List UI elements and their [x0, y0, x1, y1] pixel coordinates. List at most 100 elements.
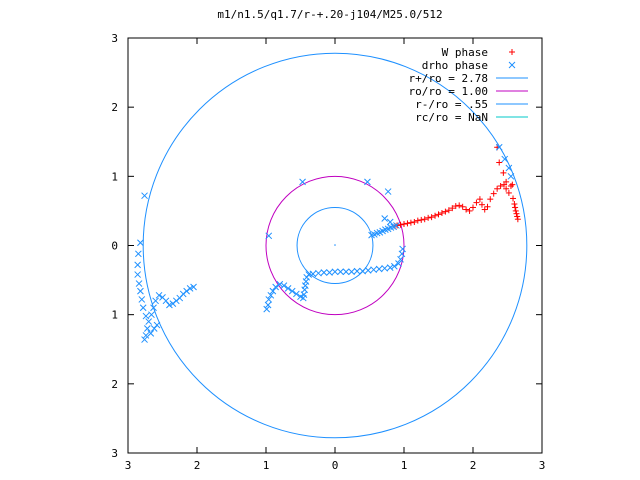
- drho-phase-point: [138, 296, 146, 303]
- drho-phase-point: [272, 283, 280, 291]
- drho-phase-point: [134, 261, 142, 269]
- drho-phase-point: [297, 293, 304, 301]
- drho-phase-point: [134, 250, 142, 258]
- legend-label: r+/ro = 2.78: [409, 72, 488, 85]
- legend-key-marker: [509, 49, 515, 55]
- w-phase-point: [466, 207, 473, 214]
- drho-phase-point: [384, 188, 392, 195]
- drho-phase-point: [280, 282, 288, 289]
- w-phase-point: [513, 210, 520, 217]
- w-phase-point: [511, 201, 518, 207]
- drho-phase-point: [135, 280, 143, 287]
- drho-phase-point: [398, 250, 406, 258]
- drho-phase-point: [137, 287, 144, 295]
- w-phase-point: [404, 220, 411, 227]
- w-phase-point: [505, 189, 512, 196]
- drho-phase-point: [139, 304, 147, 312]
- w-phase-point: [428, 214, 435, 221]
- x-tick-label: 3: [539, 459, 546, 472]
- x-tick-label: 1: [401, 459, 408, 472]
- drho-phase-point: [370, 266, 377, 274]
- drho-phase-point: [150, 304, 157, 312]
- w-phase-point: [512, 207, 519, 214]
- drho-phase-point: [155, 291, 163, 299]
- drho-phase-point: [359, 267, 366, 275]
- legend-label: ro/ro = 1.00: [409, 85, 488, 98]
- drho-phase-point: [137, 239, 144, 247]
- drho-phase-point: [381, 215, 389, 222]
- w-phase-point: [411, 218, 418, 225]
- drho-phase-point: [141, 336, 148, 343]
- w-phase-point: [445, 207, 452, 214]
- drho-phase-point: [299, 178, 306, 186]
- circle-roro: [265, 175, 405, 316]
- w-phase-point: [484, 203, 491, 210]
- w-phase-point: [487, 196, 494, 203]
- drho-phase-point: [501, 155, 509, 163]
- drho-phase-point: [505, 164, 513, 172]
- x-tick-label: 0: [332, 459, 339, 472]
- legend-key-marker: [508, 61, 516, 69]
- y-tick-label: 0: [111, 240, 118, 253]
- w-phase-point: [481, 206, 488, 213]
- drho-phase-point: [267, 291, 275, 299]
- drho-phase-point: [145, 318, 153, 325]
- w-phase-point: [490, 190, 497, 197]
- x-tick-label: 1: [263, 459, 270, 472]
- w-phase-point: [432, 212, 439, 219]
- drho-phase-point: [276, 280, 284, 288]
- legend-label: drho phase: [422, 59, 488, 72]
- drho-phase-point: [386, 264, 394, 271]
- drho-phase-point: [495, 143, 503, 151]
- w-phase-point: [449, 205, 456, 212]
- origin-dot: [334, 244, 336, 246]
- y-tick-label: 2: [111, 101, 118, 114]
- circle-r-ro: [296, 206, 374, 285]
- drho-phase-point: [364, 178, 371, 186]
- drho-phase-point: [353, 267, 361, 275]
- drho-phase-point: [364, 267, 372, 274]
- y-tick-label: 2: [111, 378, 118, 391]
- w-phase-point: [425, 214, 432, 221]
- w-phase-point: [514, 213, 521, 220]
- phase-points: [134, 143, 521, 343]
- drho-phase-point: [169, 300, 177, 307]
- legend-label: r-/ro = .55: [415, 98, 488, 111]
- w-phase-point: [442, 208, 449, 215]
- drho-phase-point: [265, 296, 273, 303]
- drho-phase-point: [397, 255, 404, 263]
- origin-dot: [334, 244, 336, 246]
- drho-phase-point: [142, 312, 150, 320]
- drho-phase-point: [507, 172, 515, 180]
- drho-phase-point: [390, 262, 398, 270]
- drho-phase-point: [148, 311, 155, 319]
- w-phase-point: [500, 169, 507, 176]
- w-phase-point: [496, 159, 503, 166]
- drho-phase-point: [142, 332, 150, 339]
- drho-phase-point: [143, 325, 151, 332]
- legend-label: rc/ro = NaN: [415, 111, 488, 124]
- legend-label: W phase: [442, 46, 488, 59]
- w-phase-point: [401, 221, 407, 228]
- drho-phase-point: [293, 290, 300, 298]
- drho-phase-point: [375, 265, 383, 273]
- w-phase-point: [414, 217, 421, 224]
- drho-phase-point: [159, 294, 166, 301]
- drho-phase-point: [395, 260, 402, 267]
- drho-phase-point: [337, 268, 344, 276]
- drho-phase-point: [190, 283, 197, 291]
- drho-phase-point: [393, 222, 400, 229]
- w-phase-point: [514, 216, 521, 223]
- w-phase-point: [473, 199, 480, 206]
- w-phase-point: [470, 204, 476, 211]
- w-phase-point: [503, 185, 510, 192]
- w-phase-point: [509, 181, 516, 188]
- drho-phase-point: [288, 287, 296, 295]
- w-phase-point: [452, 203, 459, 210]
- chart-title: m1/n1.5/q1.7/r-+.20-j104/M25.0/512: [217, 8, 442, 21]
- drho-phase-point: [320, 269, 328, 276]
- w-phase-point: [503, 178, 510, 185]
- drho-phase-point: [264, 301, 272, 309]
